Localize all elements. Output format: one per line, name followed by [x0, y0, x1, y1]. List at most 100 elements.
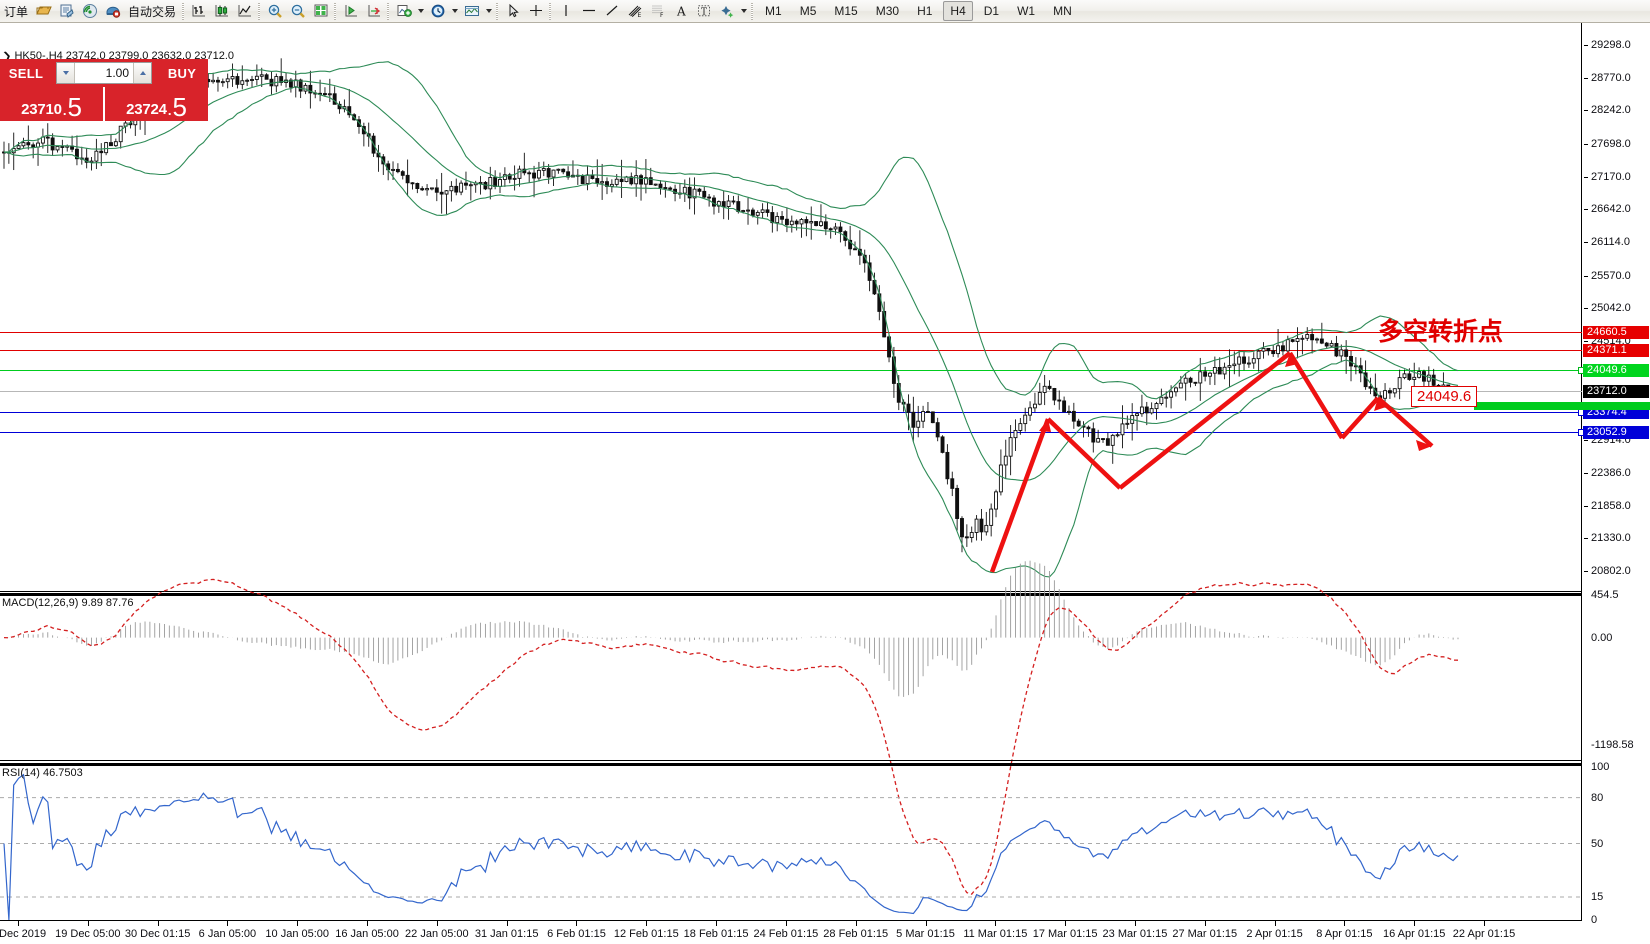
text-label-icon[interactable]: T [692, 1, 715, 22]
buy-button[interactable]: BUY [156, 59, 208, 87]
date-tick-label: 6 Feb 01:15 [547, 928, 606, 940]
channel-icon[interactable]: E [623, 1, 646, 22]
indicators-dropdown-caret[interactable] [415, 1, 426, 22]
tile-windows-icon[interactable] [309, 1, 332, 22]
toolbar-separator [749, 2, 756, 20]
templates-icon[interactable] [460, 1, 483, 22]
sell-price-separator: . [62, 103, 67, 118]
projection-arrows [989, 351, 1434, 573]
price-tick [1584, 308, 1588, 310]
templates-dropdown-caret[interactable] [483, 1, 494, 22]
sell-price-display[interactable]: 23710 . 5 [0, 87, 105, 121]
price-tick [1584, 77, 1588, 79]
macd-pane-divider [0, 593, 1582, 596]
expert-advisor-icon[interactable] [101, 1, 124, 22]
zoom-out-icon[interactable] [286, 1, 309, 22]
resistance-level-2-line[interactable] [0, 350, 1582, 352]
date-tick [506, 921, 508, 926]
shapes-dropdown-caret[interactable] [738, 1, 749, 22]
price-tick-label: 27170.0 [1591, 170, 1631, 183]
timeframe-h4-button[interactable]: H4 [943, 1, 973, 21]
time-axis-line [0, 920, 1582, 921]
resistance-level-2-tag[interactable]: 24371.1 [1583, 344, 1649, 358]
text-icon[interactable]: A [669, 1, 692, 22]
main-toolbar: 订单 自动交易 [0, 0, 1650, 23]
date-tick [436, 921, 438, 926]
macd-pane-divider-top [0, 591, 1582, 592]
date-tick [297, 921, 299, 926]
fibonacci-icon[interactable]: F [646, 1, 669, 22]
price-tick [1584, 110, 1588, 112]
resistance-level-1-tag[interactable]: 24660.5 [1583, 326, 1649, 340]
timeframe-m15-button[interactable]: M15 [834, 4, 858, 18]
horizontal-line-icon[interactable] [577, 1, 600, 22]
auto-scroll-icon[interactable] [339, 1, 362, 22]
sell-price-integer: 23710 [21, 101, 62, 118]
date-tick-label: 19 Dec 05:00 [55, 928, 121, 940]
volume-value[interactable]: 1.00 [105, 66, 129, 80]
period-dropdown-caret[interactable] [449, 1, 460, 22]
support-level-1-line[interactable] [0, 411, 1582, 413]
price-tick [1584, 209, 1588, 211]
rsi-label: RSI(14) 46.7503 [2, 767, 83, 779]
indicators-icon[interactable] [392, 1, 415, 22]
line-chart-icon[interactable] [233, 1, 256, 22]
macd-label: MACD(12,26,9) 9.89 87.76 [2, 597, 134, 609]
resistance-level-1-line[interactable] [0, 332, 1582, 334]
date-tick-label: 22 Apr 01:15 [1452, 928, 1516, 940]
sell-button[interactable]: SELL [0, 59, 52, 87]
date-tick [1065, 921, 1067, 926]
print-preview-icon[interactable] [55, 1, 78, 22]
price-tick [1584, 571, 1588, 572]
trendline-icon[interactable] [600, 1, 623, 22]
volume-stepper[interactable]: 1.00 [56, 62, 152, 84]
signal-icon[interactable] [78, 1, 101, 22]
shapes-icon[interactable] [715, 1, 738, 22]
candlestick-chart-icon[interactable] [210, 1, 233, 22]
autotrade-button[interactable]: 自动交易 [128, 4, 177, 19]
pivot-level-line[interactable] [0, 369, 1582, 371]
macd-tick-label: 0.00 [1591, 631, 1613, 644]
volume-decrease-button[interactable] [57, 63, 75, 83]
date-tick [367, 921, 369, 926]
timeframe-h1-button[interactable]: H1 [917, 4, 933, 18]
crosshair-icon[interactable] [524, 1, 547, 22]
support-level-2-tag[interactable]: 23052.9 [1583, 425, 1649, 439]
support-level-2-line[interactable] [0, 431, 1582, 433]
toolbar-separator [547, 2, 554, 20]
date-tick-label: 23 Mar 01:15 [1102, 928, 1168, 940]
folder-icon[interactable] [32, 1, 55, 22]
turning-point-annotation: 多空转折点 [1378, 319, 1504, 346]
buy-price-display[interactable]: 23724 . 5 [105, 87, 208, 121]
cursor-icon[interactable] [501, 1, 524, 22]
price-tick-label: 22914.0 [1591, 434, 1631, 447]
timeframe-m5-button[interactable]: M5 [799, 4, 817, 18]
date-tick-label: 12 Feb 01:15 [613, 928, 679, 940]
price-tick-label: 25042.0 [1591, 302, 1631, 315]
timeframe-m30-button[interactable]: M30 [875, 4, 900, 18]
one-click-trading-panel[interactable]: SELL 1.00 BUY 23710 . 5 23724 [0, 59, 208, 121]
price-tick-label: 29298.0 [1591, 39, 1631, 51]
date-tick [576, 921, 578, 926]
new-order-button[interactable]: 订单 [4, 4, 29, 19]
timeframe-m1-button[interactable]: M1 [765, 4, 782, 18]
zoom-in-icon[interactable] [263, 1, 286, 22]
timeframe-w1-button[interactable]: W1 [1017, 4, 1036, 18]
period-icon[interactable] [426, 1, 449, 22]
chart-area[interactable]: 29298.0 28770.0 28242.0 27698.0 27170.0 26642… [0, 23, 1650, 944]
pivot-level-tag[interactable]: 24049.6 [1583, 363, 1649, 377]
bar-chart-icon[interactable] [187, 1, 210, 22]
timeframe-d1-button[interactable]: D1 [983, 4, 1000, 18]
price-tick [1584, 144, 1588, 146]
vertical-line-icon[interactable] [554, 1, 577, 22]
toolbar-separator [385, 2, 392, 20]
date-tick-label: 22 Jan 05:00 [405, 928, 469, 940]
chart-shift-icon[interactable] [362, 1, 385, 22]
price-tick-label: 26642.0 [1591, 203, 1631, 216]
volume-increase-button[interactable] [133, 63, 151, 83]
price-tick-label: 28770.0 [1591, 71, 1631, 84]
date-tick [925, 921, 927, 926]
timeframe-mn-button[interactable]: MN [1053, 4, 1072, 18]
current-price-tag[interactable]: 23712.0 [1583, 384, 1649, 398]
